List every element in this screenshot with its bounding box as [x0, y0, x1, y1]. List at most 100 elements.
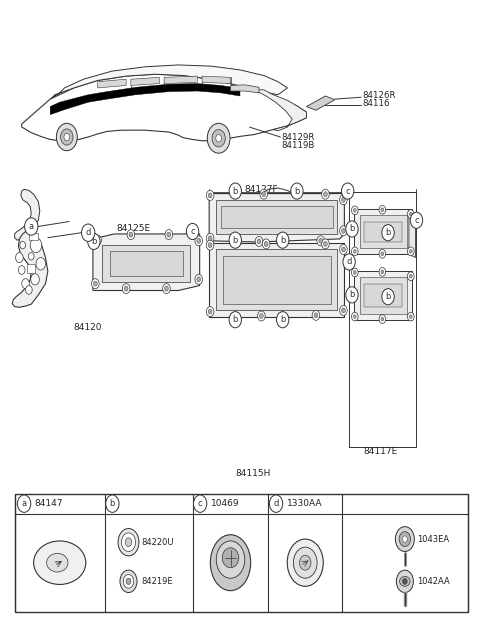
Text: b: b [233, 187, 238, 196]
Circle shape [262, 239, 270, 249]
Circle shape [312, 310, 320, 320]
Circle shape [197, 277, 201, 282]
Circle shape [353, 315, 356, 319]
Polygon shape [164, 76, 197, 83]
Text: 84129R: 84129R [282, 132, 315, 142]
Circle shape [64, 134, 70, 140]
Circle shape [208, 193, 212, 198]
Polygon shape [216, 200, 337, 234]
Text: d: d [347, 258, 352, 266]
Text: 84120: 84120 [73, 323, 101, 332]
Circle shape [260, 314, 263, 319]
Circle shape [206, 307, 214, 317]
Text: 84127F: 84127F [245, 185, 278, 194]
Circle shape [208, 243, 212, 248]
Text: b: b [233, 236, 238, 245]
Ellipse shape [47, 554, 68, 572]
Polygon shape [223, 256, 331, 304]
Circle shape [346, 287, 358, 303]
Text: b: b [349, 224, 355, 233]
Circle shape [129, 232, 133, 237]
Text: b: b [280, 236, 286, 245]
Polygon shape [97, 79, 126, 88]
Circle shape [15, 253, 23, 263]
Circle shape [379, 315, 385, 324]
Circle shape [408, 209, 414, 218]
Circle shape [324, 192, 327, 197]
Polygon shape [360, 278, 407, 314]
Circle shape [118, 529, 139, 556]
Ellipse shape [400, 576, 410, 586]
Bar [26, 265, 35, 273]
Polygon shape [230, 85, 259, 93]
Text: 10469: 10469 [211, 499, 239, 508]
Circle shape [381, 208, 384, 211]
Circle shape [28, 253, 34, 260]
Circle shape [260, 189, 267, 199]
Text: d: d [274, 499, 279, 508]
Circle shape [17, 495, 31, 512]
Circle shape [396, 570, 413, 593]
Polygon shape [209, 243, 344, 317]
Circle shape [92, 278, 99, 288]
Circle shape [18, 266, 25, 275]
Circle shape [379, 250, 385, 258]
Circle shape [167, 232, 171, 237]
Circle shape [353, 250, 356, 253]
Circle shape [207, 124, 230, 153]
Circle shape [317, 236, 324, 246]
Polygon shape [131, 77, 159, 85]
Circle shape [206, 191, 214, 201]
Polygon shape [50, 65, 288, 99]
Text: b: b [233, 315, 238, 324]
Circle shape [340, 195, 347, 205]
Circle shape [229, 183, 241, 199]
Circle shape [342, 247, 345, 252]
Circle shape [408, 312, 414, 321]
Text: b: b [91, 237, 96, 246]
Circle shape [255, 236, 263, 246]
Circle shape [381, 252, 384, 256]
Circle shape [229, 232, 241, 248]
Circle shape [409, 315, 412, 319]
Circle shape [287, 539, 323, 586]
Circle shape [382, 224, 394, 241]
Circle shape [408, 247, 414, 256]
Circle shape [353, 208, 356, 212]
Circle shape [20, 241, 25, 249]
Text: b: b [294, 187, 300, 196]
Circle shape [208, 309, 212, 314]
Text: 84219E: 84219E [142, 577, 173, 586]
Circle shape [186, 223, 199, 240]
Circle shape [322, 239, 329, 249]
Text: 84119B: 84119B [282, 140, 315, 150]
Circle shape [319, 238, 323, 243]
Polygon shape [306, 96, 335, 110]
Circle shape [408, 272, 414, 280]
Circle shape [60, 129, 73, 145]
Circle shape [351, 247, 358, 256]
Ellipse shape [222, 548, 239, 567]
Text: c: c [198, 499, 203, 508]
Circle shape [123, 574, 134, 588]
Text: a: a [22, 499, 27, 508]
Circle shape [396, 527, 414, 552]
Circle shape [342, 198, 345, 203]
Text: c: c [190, 227, 195, 236]
Circle shape [257, 239, 261, 244]
Circle shape [314, 313, 318, 318]
Circle shape [258, 311, 265, 321]
Circle shape [126, 578, 131, 584]
Circle shape [31, 274, 39, 285]
Text: 1042AA: 1042AA [417, 577, 449, 586]
Circle shape [379, 206, 385, 214]
Circle shape [193, 495, 207, 512]
Polygon shape [14, 189, 40, 240]
Polygon shape [12, 231, 48, 307]
Polygon shape [364, 221, 402, 242]
Circle shape [269, 495, 283, 512]
Circle shape [121, 533, 136, 552]
Circle shape [382, 288, 394, 305]
Circle shape [381, 317, 384, 321]
Text: 84117E: 84117E [363, 447, 397, 456]
